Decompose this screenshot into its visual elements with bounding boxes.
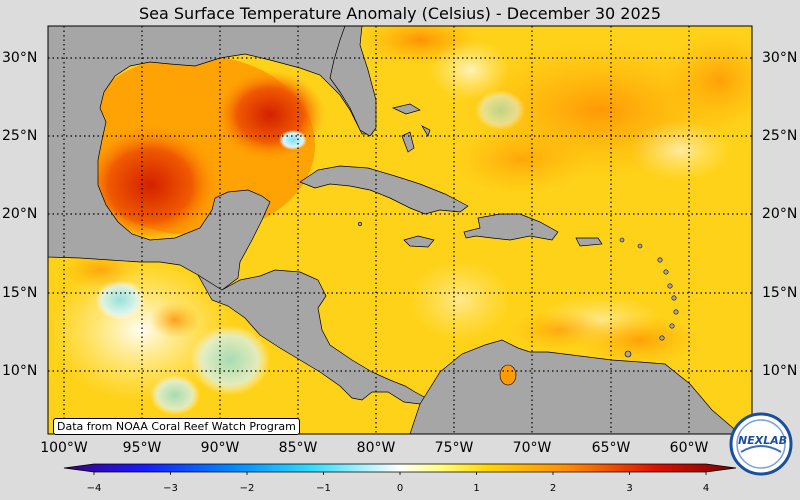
colorbar-tick-label: 2 [549, 483, 557, 494]
land-south-america [409, 339, 741, 434]
colorbar-tick-label: −2 [239, 483, 255, 494]
land-lesser-antilles [671, 295, 677, 301]
land-lesser-antilles [624, 350, 632, 358]
lon-label: 90°W [200, 440, 240, 456]
lon-label: 80°W [356, 440, 396, 456]
colorbar-tick-label: 0 [396, 483, 404, 494]
land-lesser-antilles [667, 283, 673, 289]
cold-anomaly-gulf [279, 130, 307, 150]
land-bahamas [391, 103, 421, 115]
colorbar-tick-label: −3 [163, 483, 178, 494]
cold-anomaly-pacific [190, 325, 270, 395]
colorbar-tick-label: 1 [473, 483, 480, 494]
lon-label: 65°W [591, 440, 631, 456]
warm-anomaly-atlantic [450, 125, 590, 195]
lon-label: 85°W [278, 440, 318, 456]
lat-label-left: 20°N [2, 206, 38, 222]
land-lesser-antilles [619, 237, 625, 243]
land-lesser-antilles [663, 269, 669, 275]
warm-anomaly-atlantic [660, 30, 752, 130]
hot-anomaly-gulf-west [80, 125, 220, 245]
chart-title: Sea Surface Temperature Anomaly (Celsius… [139, 4, 661, 23]
nexlab-logo-icon [729, 412, 793, 476]
lon-label: 75°W [434, 440, 474, 456]
cool-anomaly-caribbean [410, 260, 510, 340]
cool-anomaly-atlantic [430, 40, 510, 100]
lat-label-left: 25°N [2, 128, 38, 144]
cool-anomaly-atlantic [475, 90, 525, 130]
lat-label-left: 10°N [2, 363, 38, 379]
lat-label-left: 15°N [2, 285, 38, 301]
lat-label-right: 30°N [762, 50, 798, 66]
land-cuba [299, 165, 469, 215]
nexlab-logo-text: NEXLAB [738, 434, 788, 447]
lake-maracaibo [499, 364, 517, 386]
land-hispaniola [463, 213, 559, 241]
lon-label: 70°W [512, 440, 552, 456]
cold-anomaly-pacific [150, 375, 200, 415]
land-lesser-antilles [659, 335, 665, 341]
land-puerto-rico [575, 237, 603, 247]
colorbar [63, 463, 737, 473]
map-frame [47, 25, 753, 435]
land-bahamas [421, 125, 431, 137]
land-bahamas [401, 131, 415, 153]
land-lesser-antilles [637, 243, 643, 249]
data-source-credit: Data from NOAA Coral Reef Watch Program [53, 418, 300, 435]
lat-label-right: 20°N [762, 206, 798, 222]
lat-label-right: 15°N [762, 285, 798, 301]
colorbar-tick-label: −1 [316, 483, 331, 494]
cold-anomaly-pacific [95, 280, 145, 320]
lon-label: 60°W [669, 440, 709, 456]
warm-anomaly-caribbean [510, 310, 610, 350]
lon-label: 100°W [40, 440, 88, 456]
lon-label: 95°W [122, 440, 162, 456]
hot-anomaly-gulf-east [215, 70, 325, 160]
cool-anomaly-atlantic [630, 120, 730, 180]
colorbar-tick-label: −4 [86, 483, 102, 494]
graticule [48, 26, 752, 434]
land-lesser-antilles [669, 323, 675, 329]
colorbar-tick-label: 3 [626, 483, 633, 494]
lat-label-right: 10°N [762, 363, 798, 379]
land-cayman [357, 221, 363, 227]
warm-anomaly-pacific [150, 302, 200, 338]
land-florida [329, 26, 377, 137]
land-lesser-antilles [657, 257, 663, 263]
cool-anomaly-pacific [50, 260, 230, 400]
colorbar-tick-label: 4 [702, 483, 710, 494]
land-jamaica [403, 235, 435, 248]
lat-label-left: 30°N [2, 50, 38, 66]
colorbar-ticks [93, 472, 707, 475]
lat-label-right: 25°N [762, 128, 798, 144]
land-lesser-antilles [673, 309, 679, 315]
